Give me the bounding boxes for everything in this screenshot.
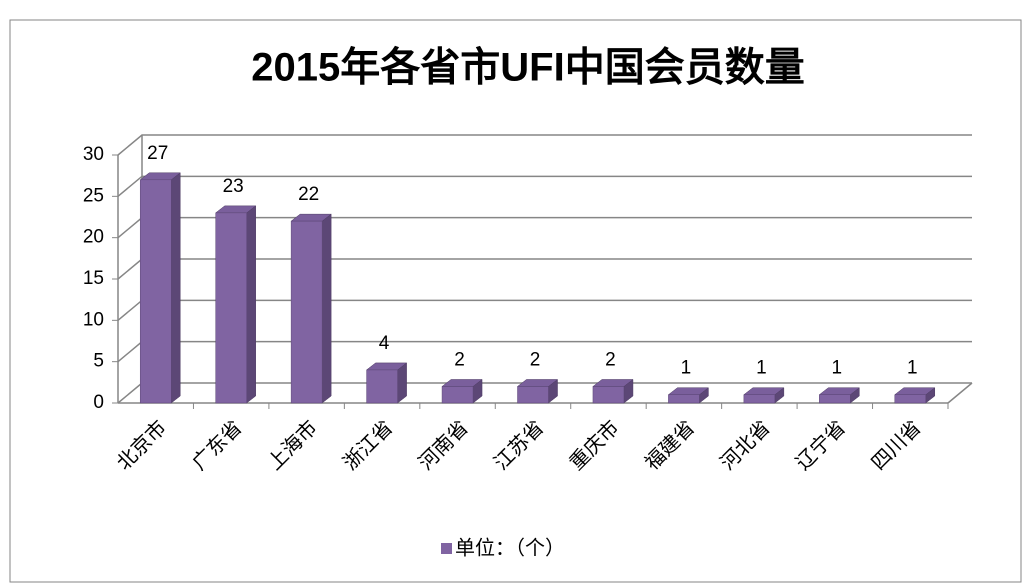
bar — [517, 386, 549, 404]
y-tick-label: 30 — [83, 144, 104, 165]
value-label: 2 — [530, 349, 541, 370]
value-label: 2 — [605, 349, 616, 370]
value-label: 22 — [298, 184, 319, 205]
value-label: 1 — [907, 358, 918, 379]
bar — [290, 220, 323, 404]
legend-label: 单位：（个） — [455, 536, 565, 559]
value-label: 2 — [454, 349, 465, 370]
bar — [441, 386, 474, 404]
bar-side — [321, 213, 332, 404]
value-label: 27 — [147, 143, 168, 164]
bar — [743, 394, 776, 404]
value-label: 23 — [223, 176, 244, 197]
y-tick-label: 5 — [93, 351, 104, 372]
y-tick-label: 20 — [83, 227, 104, 248]
value-label: 1 — [832, 358, 843, 379]
bar — [592, 386, 625, 404]
y-tick-label: 25 — [83, 185, 104, 206]
y-tick-label: 0 — [93, 392, 104, 413]
y-tick-label: 10 — [83, 309, 104, 330]
value-label: 1 — [681, 358, 692, 379]
bar — [894, 394, 927, 404]
bar — [139, 179, 172, 404]
bar — [366, 369, 398, 404]
bar-side — [170, 172, 181, 404]
chart-title: 2015年各省市UFI中国会员数量 — [251, 46, 804, 90]
value-label: 4 — [379, 333, 390, 354]
bar — [215, 212, 247, 404]
bar — [819, 394, 851, 404]
bar-side — [246, 205, 256, 404]
value-label: 1 — [756, 358, 767, 379]
bar — [668, 394, 700, 404]
floor-edge — [947, 382, 973, 404]
legend-swatch — [441, 543, 452, 554]
y-tick-label: 15 — [83, 268, 104, 289]
